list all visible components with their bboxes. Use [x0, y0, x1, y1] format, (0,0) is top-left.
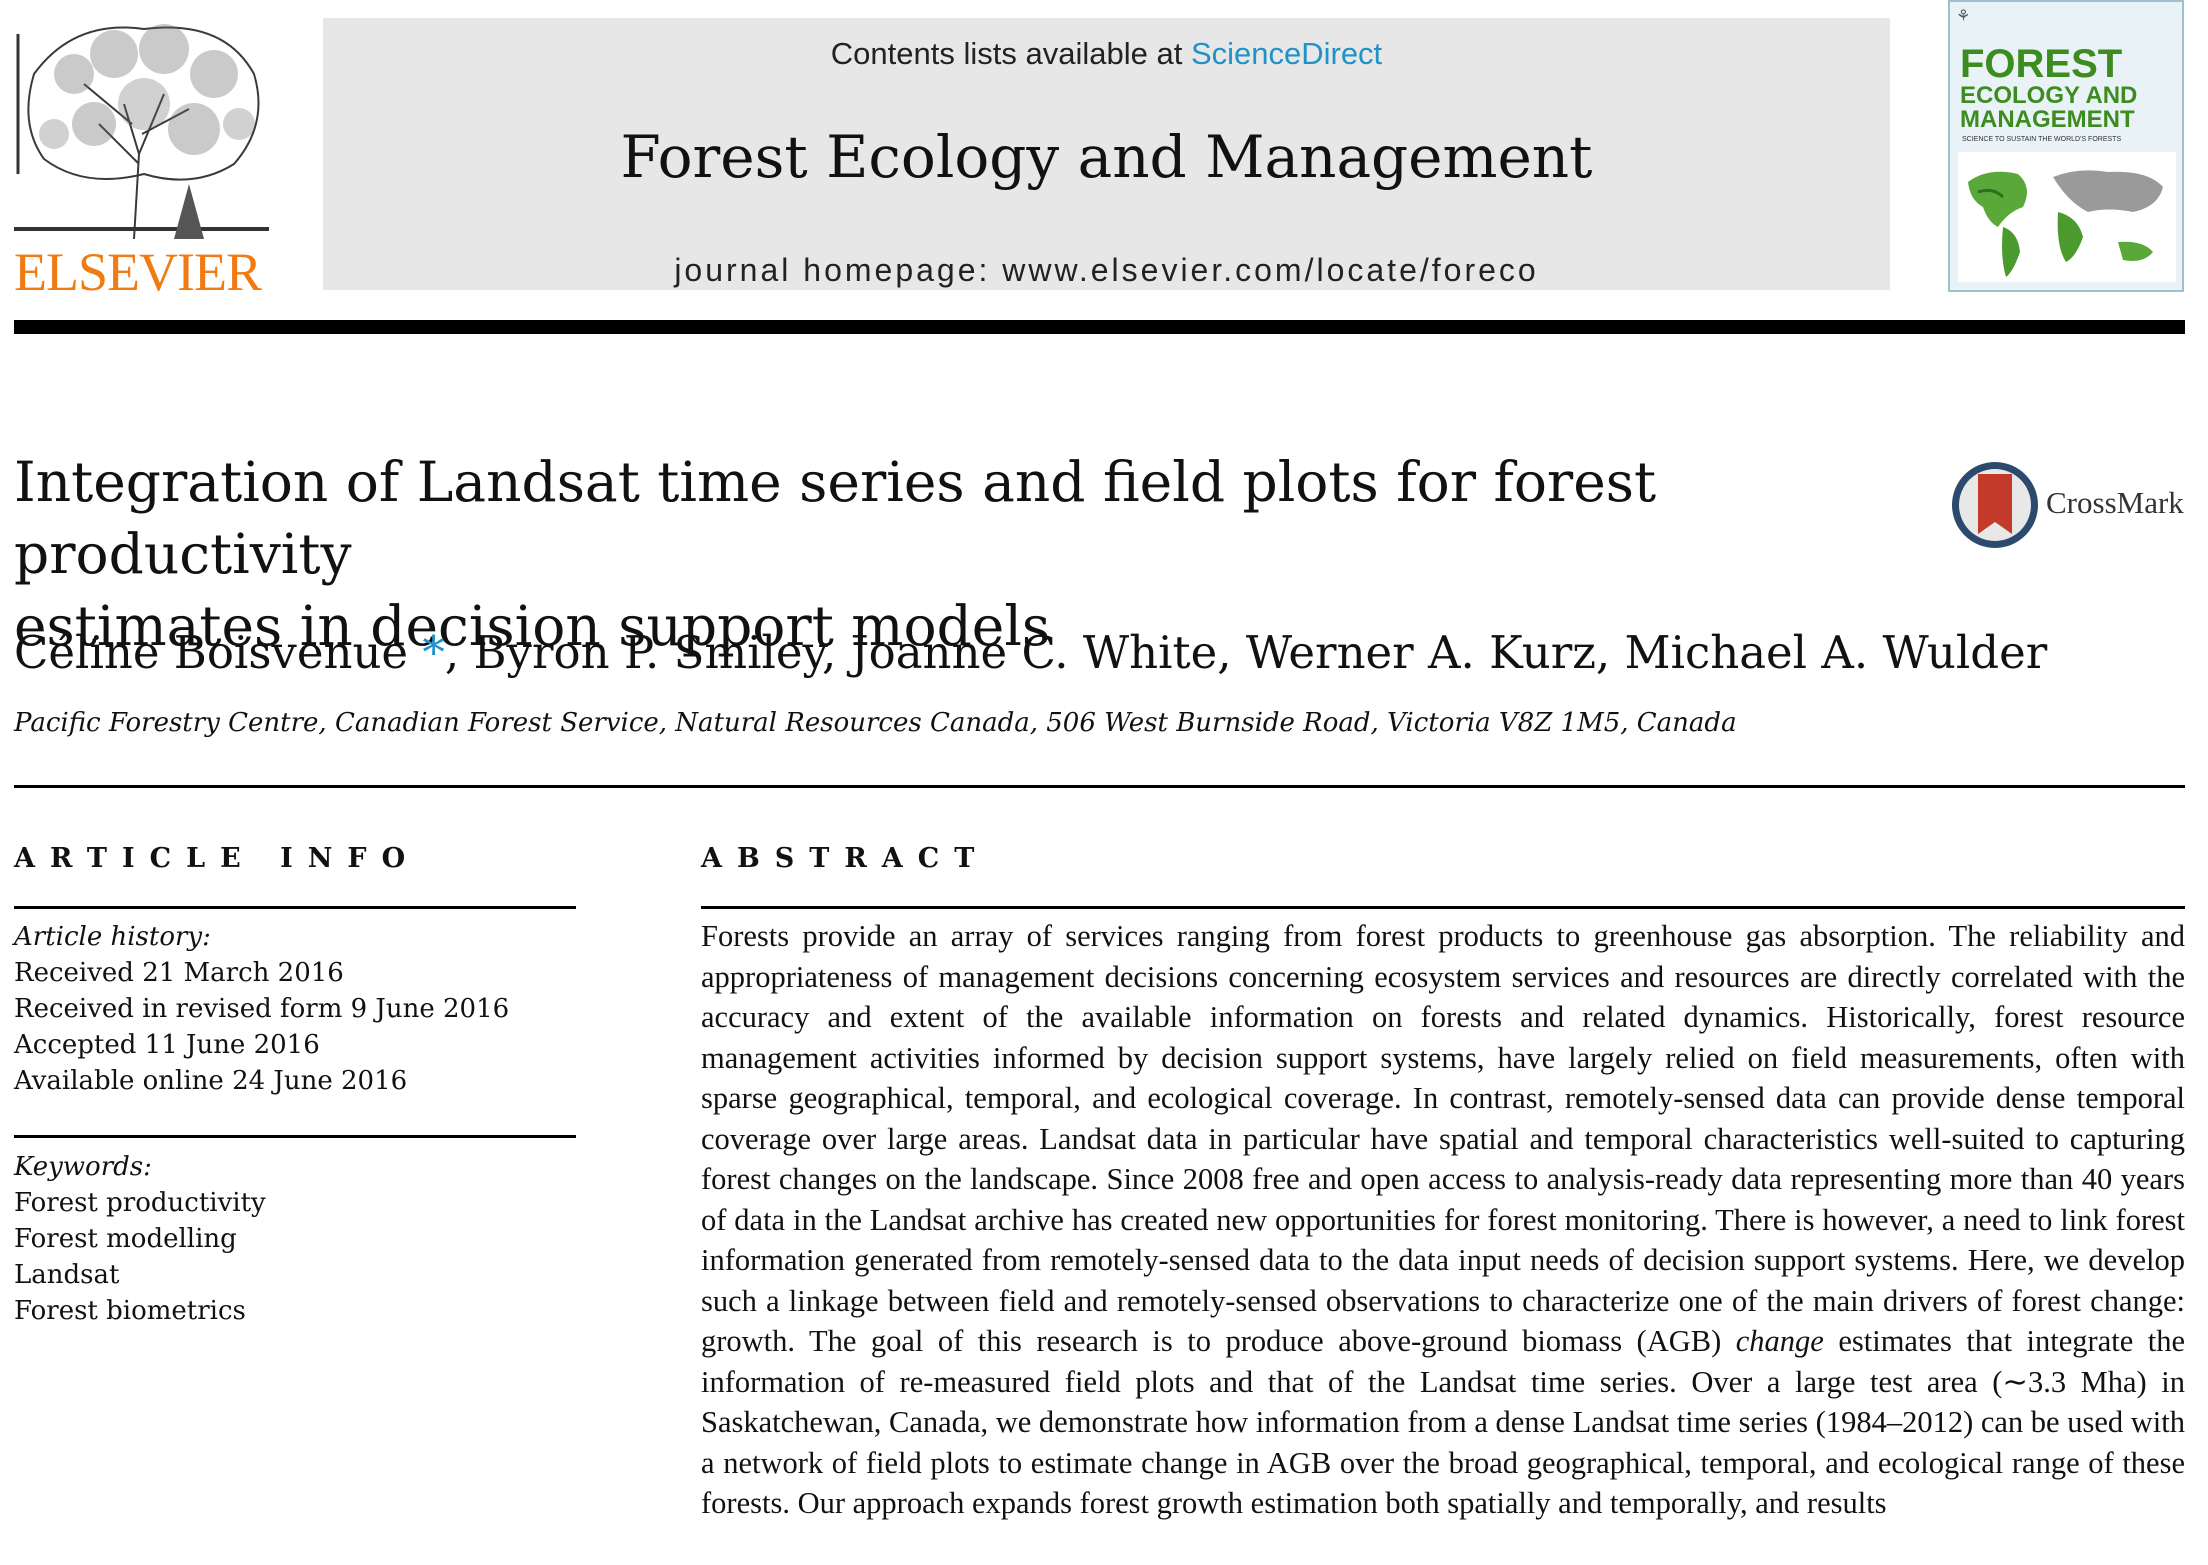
abstract-rule	[701, 906, 2185, 909]
article-title-line-2: estimates in decision support models	[14, 594, 1051, 658]
cover-tagline: SCIENCE TO SUSTAIN THE WORLD'S FORESTS	[1962, 136, 2122, 143]
history-revised: Received in revised form 9 June 2016	[14, 994, 510, 1024]
article-history: Article history: Received 21 March 2016 …	[14, 919, 584, 1099]
world-map-icon	[1958, 152, 2176, 282]
history-label: Article history:	[14, 922, 211, 952]
abstract-text: Forests provide an array of services ran…	[701, 916, 2185, 1565]
article-info-rule	[14, 906, 576, 909]
keyword-item: Forest biometrics	[14, 1296, 246, 1326]
header-rule	[14, 320, 2185, 334]
history-accepted: Accepted 11 June 2016	[14, 1030, 320, 1060]
keywords-label: Keywords:	[14, 1152, 152, 1182]
elsevier-wordmark: ELSEVIER	[14, 242, 262, 302]
crossmark-icon	[1952, 462, 2038, 548]
cover-title: FOREST ECOLOGY AND MANAGEMENT	[1960, 42, 2138, 133]
abstract-emphasis: change	[1735, 1324, 1824, 1358]
journal-homepage[interactable]: journal homepage: www.elsevier.com/locat…	[674, 252, 1539, 288]
abstract-part-2: estimates that integrate the information…	[701, 1324, 2185, 1520]
abstract-part-1: Forests provide an array of services ran…	[701, 919, 2185, 1358]
crossmark-button[interactable]: CrossMark	[1950, 460, 2185, 550]
article-title: Integration of Landsat time series and f…	[14, 446, 1914, 662]
history-online: Available online 24 June 2016	[14, 1066, 408, 1096]
first-author[interactable]: Céline Boisvenue	[14, 626, 409, 679]
sciencedirect-link[interactable]: ScienceDirect	[1190, 36, 1383, 71]
elsevier-logo: ELSEVIER	[14, 14, 269, 302]
keyword-item: Landsat	[14, 1260, 120, 1290]
keyword-item: Forest modelling	[14, 1224, 237, 1254]
abstract-heading: ABSTRACT	[701, 843, 990, 874]
author-list: Céline Boisvenue *, Byron P. Smiley, Joa…	[14, 626, 2047, 679]
elsevier-tree-icon	[14, 14, 269, 244]
article-info-heading: ARTICLE INFO	[14, 843, 421, 874]
other-authors: , Byron P. Smiley, Joanne C. White, Wern…	[444, 626, 2048, 679]
crossmark-label: CrossMark	[2046, 485, 2184, 520]
keyword-item: Forest productivity	[14, 1188, 266, 1218]
article-title-line-1: Integration of Landsat time series and f…	[14, 450, 1657, 586]
journal-banner: Contents lists available at ScienceDirec…	[323, 18, 1890, 290]
history-received: Received 21 March 2016	[14, 958, 344, 988]
contents-line: Contents lists available at ScienceDirec…	[323, 36, 1890, 72]
title-rule	[14, 785, 2185, 788]
corresponding-author-marker[interactable]: *	[422, 626, 445, 679]
affiliation: Pacific Forestry Centre, Canadian Forest…	[14, 708, 1737, 738]
journal-cover: ⚘ FOREST ECOLOGY AND MANAGEMENT SCIENCE …	[1948, 0, 2184, 292]
journal-title: Forest Ecology and Management	[620, 123, 1593, 191]
contents-prefix: Contents lists available at	[830, 36, 1191, 71]
cover-publisher-icon: ⚘	[1956, 6, 1971, 25]
keywords: Keywords: Forest productivity Forest mod…	[14, 1149, 584, 1329]
keywords-rule	[14, 1135, 576, 1138]
